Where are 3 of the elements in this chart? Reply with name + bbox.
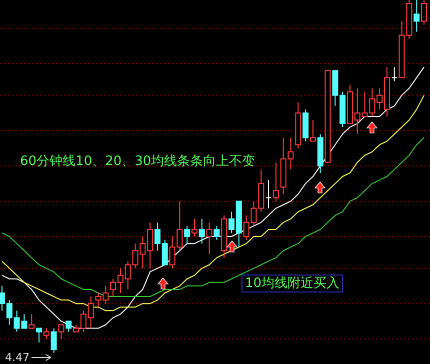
annotation: 60分钟线10、20、30均线条条向上不变 — [20, 154, 256, 169]
annotation: 10均线附近买入 — [245, 276, 340, 291]
annotation: 4.47 — [5, 351, 30, 364]
